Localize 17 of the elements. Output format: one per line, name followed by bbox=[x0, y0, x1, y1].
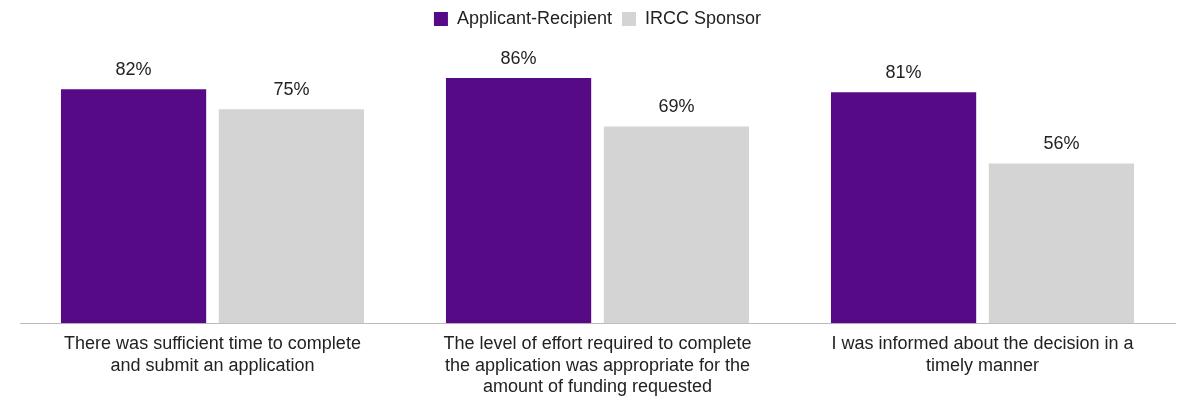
legend-label: IRCC Sponsor bbox=[645, 7, 762, 28]
x-tick-label: I was informed about the decision in a timely manner bbox=[831, 332, 1135, 375]
x-tick-label: The level of effort required to complete the application was appropriate for the amount of funding requested bbox=[443, 332, 752, 397]
data-label: 75% bbox=[273, 79, 310, 100]
data-label: 82% bbox=[115, 59, 152, 80]
data-label: 86% bbox=[500, 47, 537, 68]
bar bbox=[218, 109, 365, 324]
bar bbox=[603, 126, 750, 324]
data-label: 81% bbox=[885, 62, 922, 83]
bar bbox=[60, 89, 207, 324]
bar bbox=[445, 77, 592, 324]
data-label: 56% bbox=[1043, 133, 1080, 154]
x-tick-label: There was sufficient time to complete and submit an application bbox=[64, 332, 361, 375]
bar bbox=[830, 92, 977, 324]
legend-label: Applicant-Recipient bbox=[456, 7, 613, 28]
bar bbox=[988, 163, 1135, 324]
data-label: 69% bbox=[658, 96, 695, 117]
